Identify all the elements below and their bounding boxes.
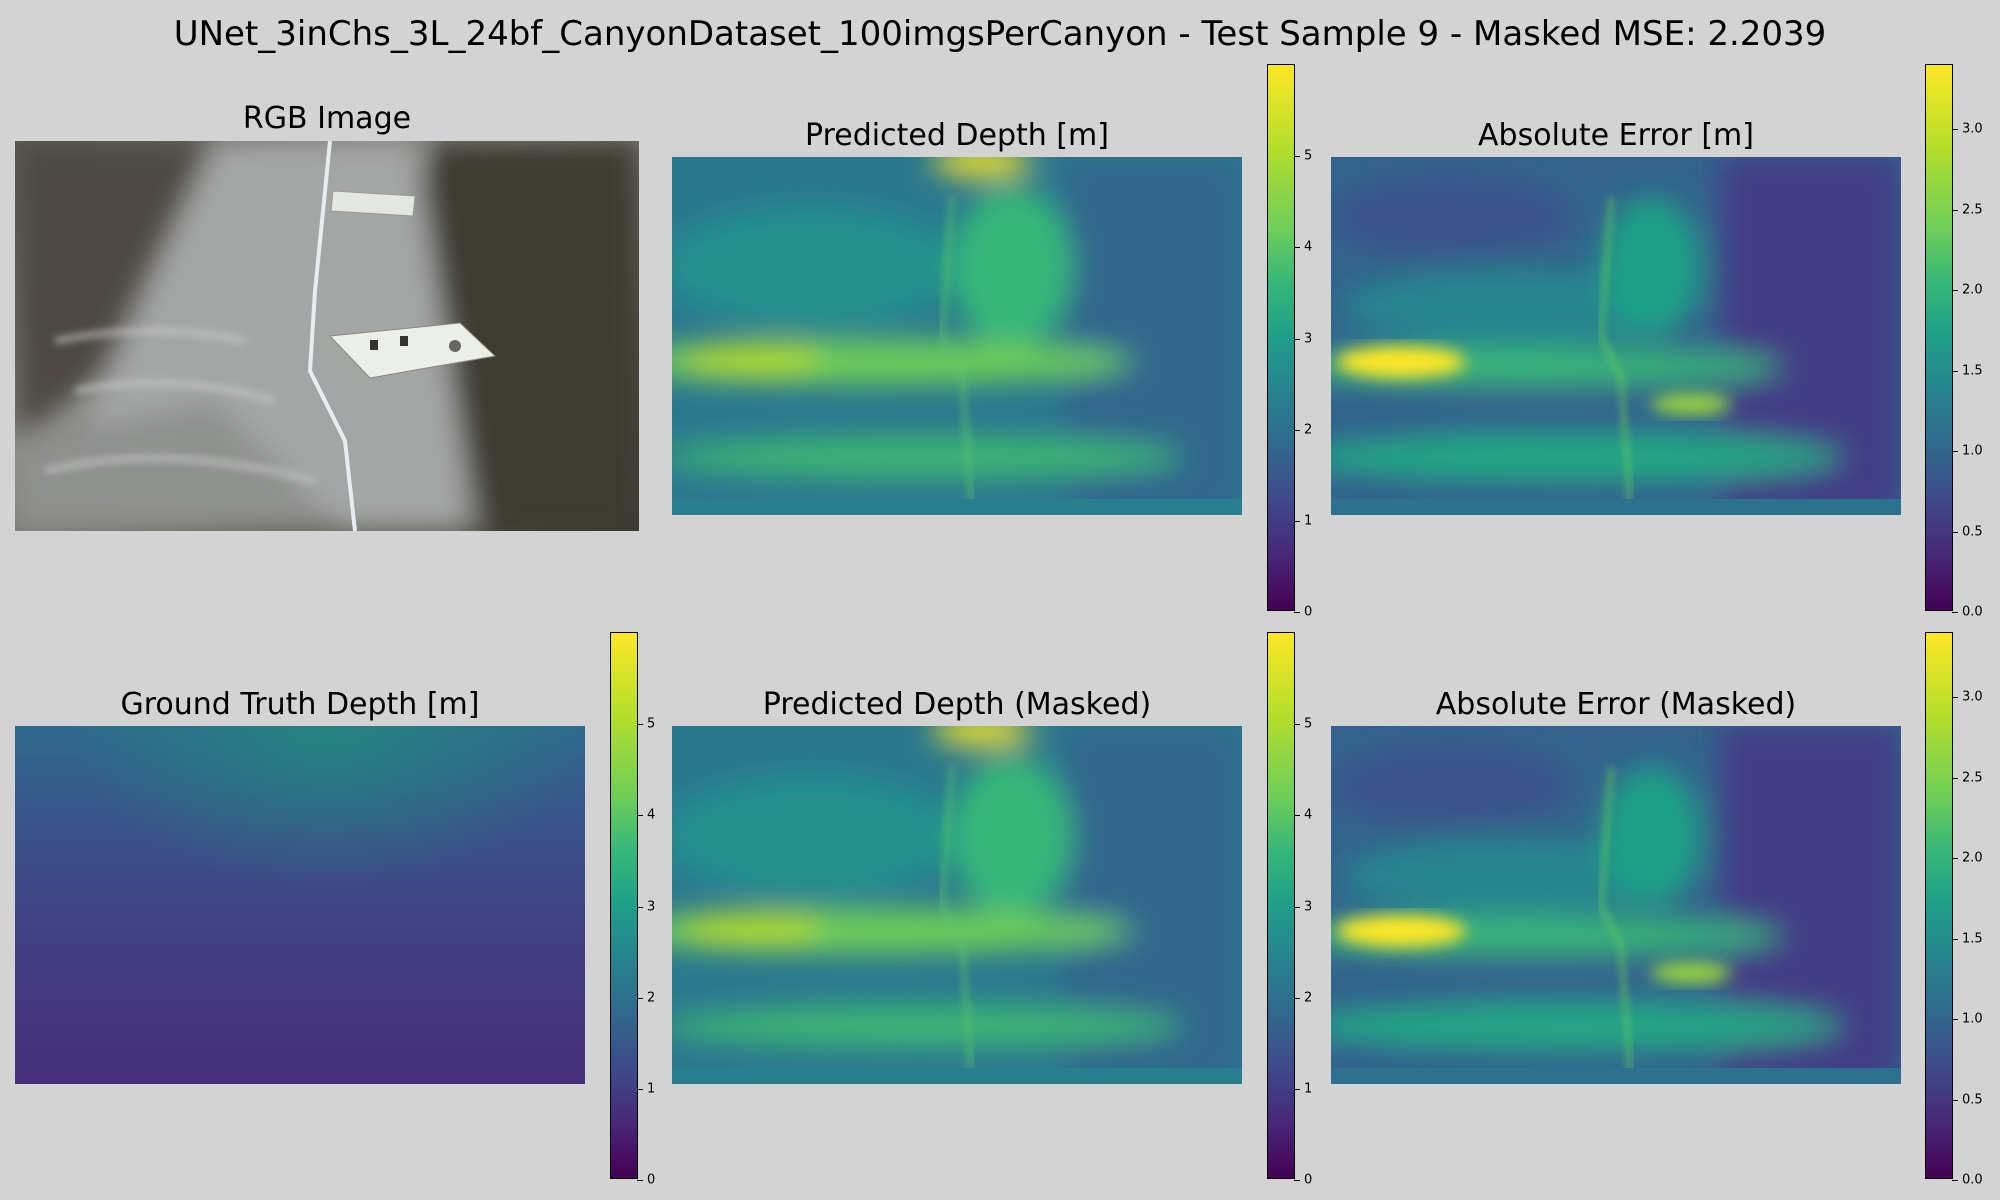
pred-colorbar-tick: [1294, 612, 1300, 613]
err-masked-colorbar-tick-label: 0.0: [1962, 1172, 1983, 1188]
err-masked-colorbar-tick: [1952, 1019, 1958, 1021]
err-masked-colorbar-tick: [1952, 858, 1958, 860]
gt-colorbar-tick: [637, 1088, 643, 1090]
pred-panel-title: Predicted Depth [m]: [805, 118, 1109, 153]
pred-colorbar-tick-label: 5: [1304, 148, 1313, 164]
err-panel-title: Absolute Error [m]: [1478, 118, 1754, 153]
err-masked-colorbar: 0.0 0.5 1.0 1.5 2.0 2.5 3.0: [1925, 632, 1983, 1188]
err-colorbar-tick-label: 0.0: [1962, 604, 1983, 620]
err-masked-colorbar-tick: [1952, 777, 1958, 779]
gt-colorbar-tick: [637, 997, 643, 999]
pred-masked-colorbar-tick: [1294, 997, 1300, 999]
pred-colorbar-tick-label: 3: [1304, 331, 1313, 346]
pred-colorbar-tick-label: 0: [1304, 604, 1313, 620]
pred-masked-colorbar-tick: [1294, 906, 1300, 908]
err-colorbar-tick: [1952, 612, 1958, 613]
pred-masked-colorbar-tick-label: 2: [1304, 990, 1313, 1006]
gt-colorbar-tick: [637, 815, 643, 817]
err-masked-panel-title: Absolute Error (Masked): [1435, 687, 1797, 722]
pred-masked-colorbar-tick-label: 3: [1304, 899, 1313, 914]
err-masked-colorbar-tick-label: 2.0: [1962, 850, 1983, 866]
err-colorbar-tick: [1952, 209, 1958, 211]
figure-suptitle: UNet_3inChs_3L_24bf_CanyonDataset_100img…: [173, 14, 1827, 54]
pred-colorbar-tick: [1294, 429, 1300, 431]
err-colorbar-tick-label: 2.0: [1962, 282, 1983, 298]
pred-masked-colorbar: 0 1 2 3 4 5: [1267, 632, 1312, 1188]
gt-colorbar-tick: [637, 1180, 643, 1181]
pred-masked-colorbar-tick: [1294, 815, 1300, 817]
pred-colorbar-tick: [1294, 338, 1300, 340]
pred-colorbar-tick: [1294, 520, 1300, 522]
err-masked-colorbar-tick-label: 1.0: [1962, 1011, 1983, 1027]
err-colorbar-tick-label: 1.5: [1962, 363, 1983, 379]
gt-colorbar-tick-label: 3: [647, 899, 656, 914]
gt-colorbar-tick-label: 5: [647, 716, 656, 732]
err-masked-colorbar-tick: [1952, 1099, 1958, 1101]
pred-heatmap: [672, 157, 1242, 515]
pred-colorbar-tick-label: 4: [1304, 239, 1313, 255]
pred-masked-heatmap: [672, 726, 1242, 1084]
err-colorbar-tick: [1952, 451, 1958, 453]
err-heatmap: [1331, 157, 1901, 515]
gt-colorbar-tick-label: 0: [647, 1172, 656, 1188]
gt-colorbar-tick-label: 2: [647, 990, 656, 1006]
rgb-panel-title: RGB Image: [242, 101, 412, 136]
err-masked-colorbar-tick: [1952, 1180, 1958, 1181]
err-colorbar-tick-label: 0.5: [1962, 524, 1983, 540]
err-colorbar-tick-label: 1.0: [1962, 443, 1983, 459]
err-colorbar-tick-label: 2.5: [1962, 202, 1983, 218]
pred-colorbar-tick-label: 2: [1304, 422, 1313, 438]
pred-masked-colorbar-tick: [1294, 724, 1300, 726]
pred-masked-colorbar-tick-label: 1: [1304, 1081, 1313, 1097]
err-colorbar: 0.0 0.5 1.0 1.5 2.0 2.5 3.0: [1925, 64, 1983, 620]
err-colorbar-tick: [1952, 129, 1958, 131]
pred-colorbar: 0 1 2 3 4 5: [1267, 64, 1312, 620]
gt-colorbar-tick-label: 1: [647, 1081, 656, 1097]
err-masked-colorbar-tick-label: 0.5: [1962, 1092, 1983, 1108]
gt-colorbar-tick: [637, 906, 643, 908]
rgb-image: [15, 141, 639, 531]
pred-masked-colorbar-tick: [1294, 1180, 1300, 1181]
gt-heatmap: [15, 726, 585, 1084]
err-masked-heatmap: [1331, 726, 1901, 1084]
pred-masked-colorbar-tick-label: 5: [1304, 716, 1313, 732]
pred-colorbar-tick: [1294, 247, 1300, 249]
err-masked-colorbar-tick-label: 3.0: [1962, 689, 1983, 705]
pred-colorbar-tick-label: 1: [1304, 513, 1313, 529]
err-masked-colorbar-tick-label: 1.5: [1962, 931, 1983, 947]
err-colorbar-tick: [1952, 290, 1958, 292]
pred-masked-colorbar-tick-label: 0: [1304, 1172, 1313, 1188]
gt-panel-title: Ground Truth Depth [m]: [120, 687, 480, 722]
err-masked-colorbar-tick-label: 2.5: [1962, 770, 1983, 786]
err-colorbar-tick: [1952, 370, 1958, 372]
pred-colorbar-tick: [1294, 156, 1300, 158]
pred-masked-panel-title: Predicted Depth (Masked): [762, 687, 1152, 722]
err-masked-colorbar-tick: [1952, 697, 1958, 699]
err-colorbar-tick: [1952, 531, 1958, 533]
pred-masked-colorbar-tick-label: 4: [1304, 807, 1313, 823]
gt-colorbar: 0 1 2 3 4 5: [610, 632, 655, 1188]
pred-masked-colorbar-tick: [1294, 1088, 1300, 1090]
gt-colorbar-tick-label: 4: [647, 807, 656, 823]
err-masked-colorbar-tick: [1952, 938, 1958, 940]
gt-colorbar-tick: [637, 724, 643, 726]
err-colorbar-tick-label: 3.0: [1962, 121, 1983, 137]
